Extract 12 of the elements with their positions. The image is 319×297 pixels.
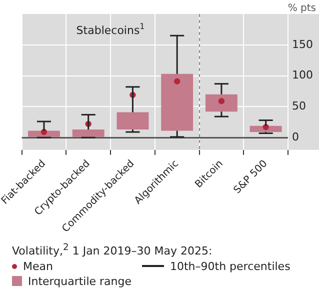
y-tick-label: 50 <box>292 100 306 113</box>
legend-label: Mean <box>23 258 53 274</box>
text: 10th–90th percentiles <box>170 258 290 274</box>
point <box>262 124 269 130</box>
point <box>174 78 180 84</box>
legend-title: Volatility,$^{2}$ 1 Jan 2019–30 May 2025: <box>12 241 214 259</box>
y-tick-label: 100 <box>292 68 314 82</box>
y-tick-label: 0 <box>292 130 300 144</box>
legend-label: Interquartile range <box>28 274 132 289</box>
y-tick-label: 150 <box>292 38 314 51</box>
y-axis-title: % pts <box>288 3 316 14</box>
point <box>218 98 225 104</box>
